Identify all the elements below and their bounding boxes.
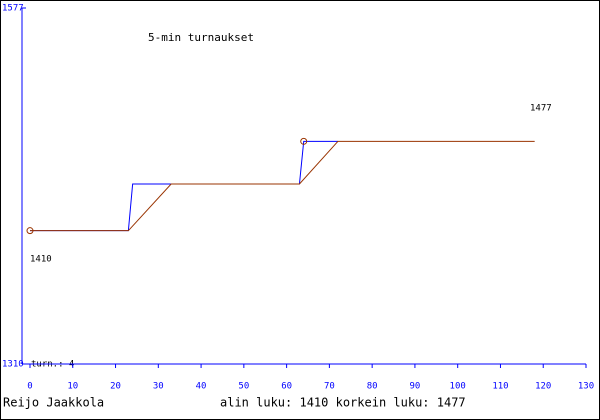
summary: alin luku: 1410 korkein luku: 1477 [220,396,466,410]
x-tick-label: 120 [535,382,551,392]
y-tick-label: 1577 [2,4,24,14]
x-tick-label: 20 [110,382,121,392]
x-tick-label: 50 [238,382,249,392]
x-tick-label: 110 [492,382,508,392]
annotation: 1410 [30,255,52,265]
x-tick-label: 90 [410,382,421,392]
x-tick-label: 80 [367,382,378,392]
x-tick-label: 130 [578,382,594,392]
annotation: 1477 [530,104,552,114]
x-tick-label: 100 [450,382,466,392]
y-tick-label: 1310 [2,360,24,370]
x-tick-label: 60 [281,382,292,392]
line [30,140,535,232]
point-marker [300,137,308,145]
x-tick-label: 40 [196,382,207,392]
chart-title: 5-min turnaukset [148,31,254,44]
x-tick-label: 10 [67,382,78,392]
x-tick-label: 30 [153,382,164,392]
x-tick-label: 0 [27,382,32,392]
x-tick-label: 70 [324,382,335,392]
point-marker [26,227,34,235]
author: Reijo Jaakkola [3,396,104,410]
